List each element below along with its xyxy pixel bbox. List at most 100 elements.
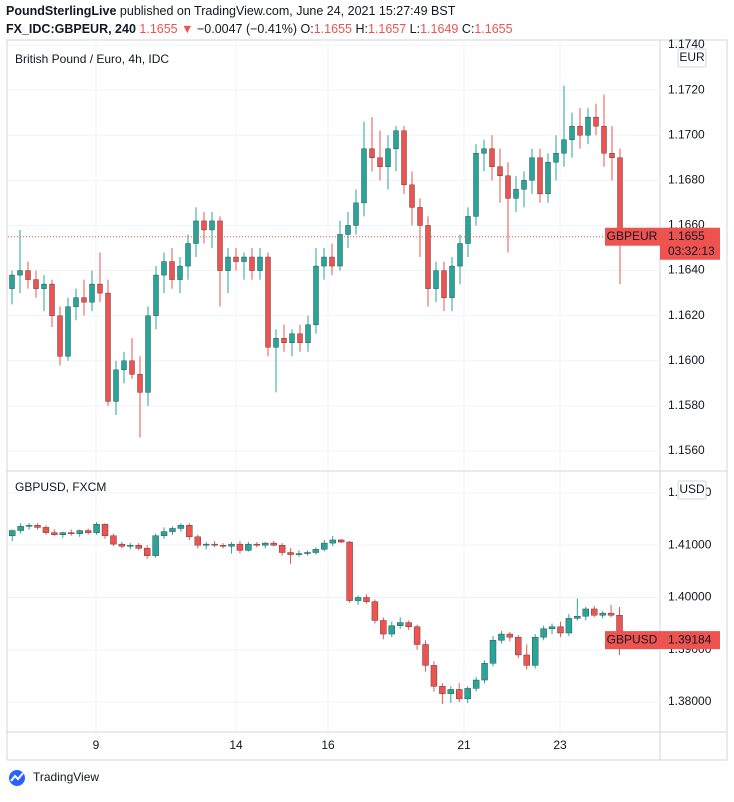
- candle-body: [565, 618, 573, 634]
- candle-body: [57, 315, 63, 357]
- candle-body: [129, 360, 135, 375]
- c-label: C:: [462, 22, 475, 36]
- candle-body: [433, 270, 439, 289]
- candle-body: [393, 130, 399, 149]
- candle-body: [397, 622, 404, 626]
- candle-body: [59, 532, 67, 535]
- candle-body: [9, 274, 15, 289]
- candle-body: [346, 541, 353, 601]
- footer-brand: TradingView: [33, 770, 99, 784]
- candle-body: [249, 256, 255, 271]
- candle-body: [473, 153, 479, 217]
- candle-body: [441, 270, 447, 298]
- candle-body: [201, 220, 207, 231]
- candle-body: [245, 543, 252, 551]
- candle-body: [305, 324, 311, 343]
- pane-title: British Pound / Euro, 4h, IDC: [15, 52, 169, 66]
- symbol-label: GBPEUR: [607, 229, 658, 243]
- candle-body: [515, 636, 522, 656]
- candle-body: [289, 333, 295, 343]
- candle-body: [369, 148, 375, 158]
- candle-body: [447, 689, 455, 694]
- unit-box: [677, 480, 707, 500]
- candle-body: [153, 274, 159, 316]
- candle-body: [545, 162, 551, 195]
- price-box: [660, 631, 720, 650]
- candle-body: [329, 256, 335, 267]
- candle-body: [236, 543, 244, 551]
- candle-body: [281, 338, 287, 343]
- x-tick-label: 16: [321, 738, 335, 752]
- candle-body: [209, 220, 215, 231]
- candle-body: [253, 543, 261, 546]
- candle-body: [160, 531, 168, 536]
- candle-body: [145, 315, 151, 393]
- candle-body: [73, 297, 79, 307]
- candle-body: [65, 306, 71, 357]
- unit-label: EUR: [679, 50, 705, 64]
- h-value: 1.1657: [368, 22, 406, 36]
- candle-body: [262, 542, 269, 546]
- candle-body: [456, 689, 463, 700]
- o-value: 1.1655: [314, 22, 352, 36]
- candle-body: [105, 292, 111, 402]
- candle-body: [417, 207, 423, 226]
- candle-body: [161, 261, 167, 276]
- candle-body: [388, 625, 395, 635]
- candle-body: [337, 539, 345, 543]
- y-tick-label: 1.1640: [668, 263, 705, 277]
- candle-body: [81, 297, 87, 303]
- arrow: ▼: [181, 22, 193, 36]
- candle-body: [361, 148, 367, 204]
- candle-body: [430, 665, 438, 687]
- candle-body: [273, 338, 279, 348]
- candle-body: [354, 597, 362, 601]
- candle-body: [329, 539, 336, 544]
- price: 1.1655: [139, 22, 177, 36]
- candle-body: [233, 256, 239, 262]
- x-tick-label: 21: [457, 738, 471, 752]
- candle-body: [118, 543, 126, 547]
- candle-body: [345, 225, 351, 235]
- candle-body: [449, 265, 455, 298]
- candle-body: [41, 283, 47, 289]
- candle-body: [295, 553, 303, 555]
- change: −0.0047 (−0.41%): [197, 22, 297, 36]
- candle-body: [553, 153, 559, 163]
- candle-body: [506, 633, 514, 638]
- candle-body: [607, 612, 615, 616]
- y-tick-label: 1.1740: [668, 37, 705, 51]
- y-tick-label: 1.1700: [668, 127, 705, 141]
- candle-body: [574, 616, 581, 619]
- candle-body: [194, 536, 201, 546]
- candle-body: [152, 535, 159, 556]
- candle-body: [34, 525, 41, 528]
- candle-body: [413, 626, 421, 645]
- symbol: FX_IDC:GBPEUR, 240: [6, 22, 136, 36]
- y-tick-label: 1.1580: [668, 398, 705, 412]
- candle-body: [529, 157, 535, 181]
- l-label: L:: [410, 22, 420, 36]
- candle-body: [25, 525, 33, 527]
- candle-body: [101, 524, 109, 536]
- y-tick-label: 1.40000: [668, 590, 712, 604]
- candle-body: [211, 543, 218, 546]
- candle-body: [401, 130, 407, 186]
- candle-body: [531, 636, 539, 666]
- candle-body: [177, 265, 183, 280]
- candle-body: [380, 620, 387, 635]
- candle-body: [385, 148, 391, 167]
- candle-body: [489, 640, 497, 664]
- chart-frame: [6, 39, 728, 761]
- x-tick-label: 23: [553, 738, 567, 752]
- candle-body: [582, 608, 589, 617]
- y-tick-label: 1.41000: [668, 537, 712, 551]
- candle-body: [93, 524, 100, 533]
- candle-body: [143, 548, 151, 556]
- candle-body: [464, 688, 471, 700]
- candle-body: [51, 532, 58, 535]
- candle-body: [609, 153, 615, 158]
- candle-body: [363, 597, 370, 602]
- candle-body: [405, 622, 412, 627]
